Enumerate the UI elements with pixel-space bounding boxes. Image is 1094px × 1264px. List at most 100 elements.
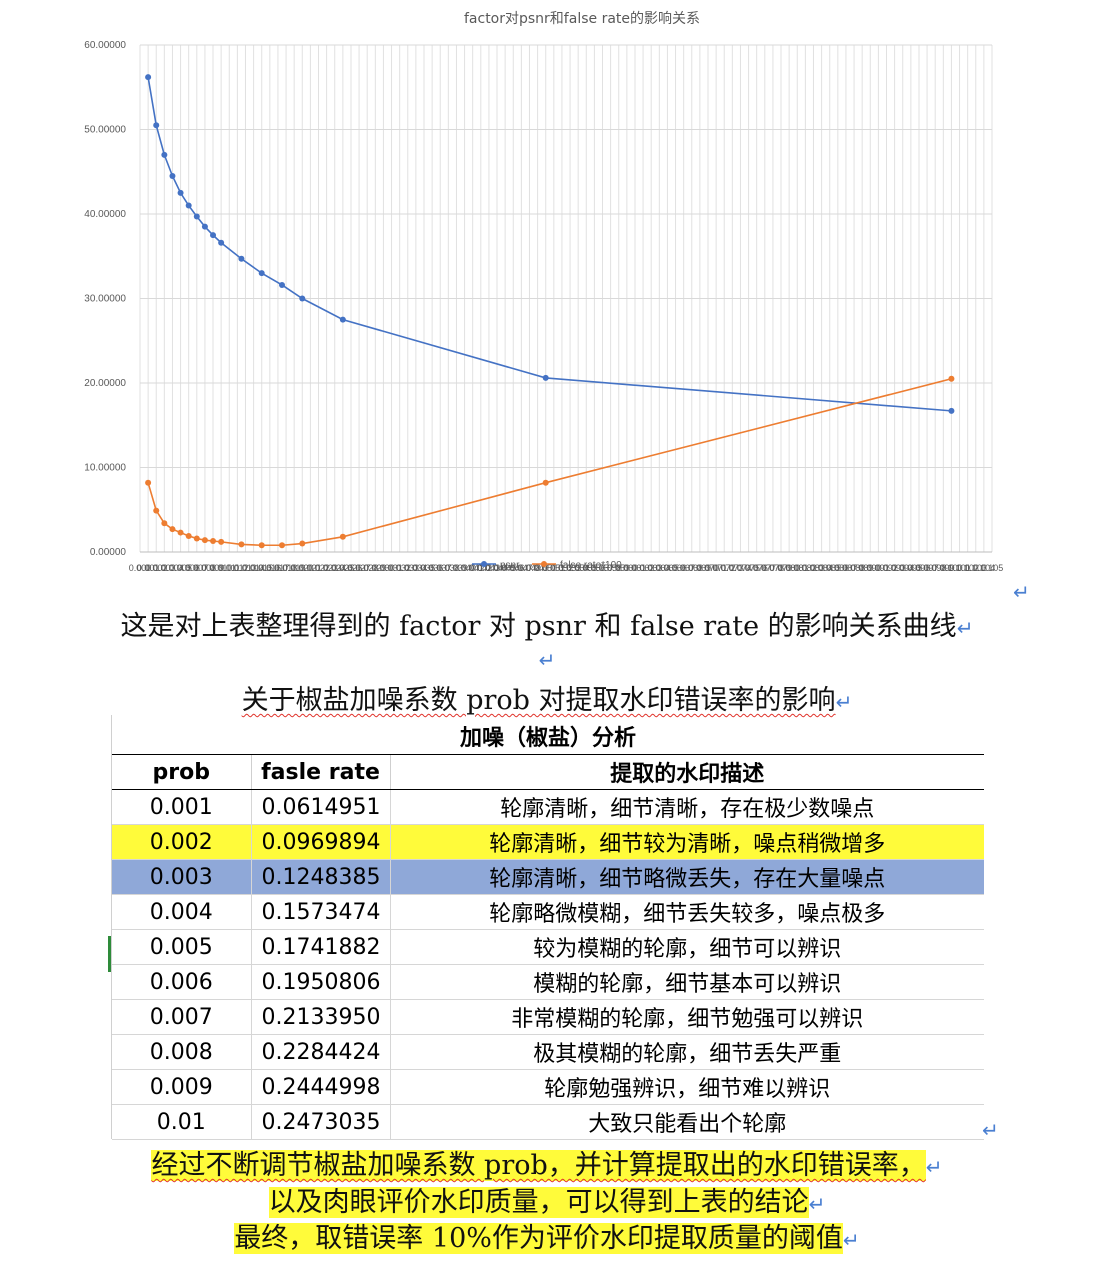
cell-rate: 0.1573474 — [251, 894, 391, 930]
cell-desc: 模糊的轮廓，细节基本可以辨识 — [390, 964, 984, 1000]
x-tick-label: 0.038 — [437, 563, 460, 573]
x-tick-label: 0.001 — [137, 563, 160, 573]
data-point — [258, 270, 265, 277]
x-tick-label: 0.019 — [283, 563, 306, 573]
x-tick-label: 0.060 — [616, 563, 639, 573]
data-point — [299, 540, 306, 547]
data-point — [210, 538, 217, 545]
x-tick-label: 0.098 — [924, 563, 947, 573]
x-tick-label: 0.069 — [689, 563, 712, 573]
cell-desc: 轮廓略微模糊，细节丢失较多，噪点极多 — [390, 894, 984, 930]
x-tick-label: 0.015 — [250, 563, 273, 573]
data-point — [201, 537, 208, 544]
data-point — [218, 538, 225, 545]
data-point — [218, 239, 225, 246]
y-tick-label: 40.00000 — [84, 209, 126, 220]
data-point — [201, 223, 208, 230]
x-tick-label: 0.076 — [745, 563, 768, 573]
table-row: 0.002 0.0969894 轮廓清晰，细节较为清晰，噪点稍微增多 — [112, 824, 984, 860]
data-point — [339, 533, 346, 540]
data-point — [169, 172, 176, 179]
x-tick-label: 0.091 — [867, 563, 890, 573]
x-tick-label: 0.050 — [534, 563, 557, 573]
data-point — [210, 232, 217, 239]
data-point — [948, 375, 955, 382]
table-heading-text: 关于椒盐加噪系数 prob 对提取水印错误率的影响 — [241, 685, 836, 716]
return-mark: ↵ — [538, 648, 556, 672]
cell-desc: 轮廓清晰，细节较为清晰，噪点稍微增多 — [390, 824, 984, 860]
x-tick-label: 0.065 — [656, 563, 679, 573]
cell-prob: 0.004 — [112, 894, 252, 930]
table-row: 0.01 0.2473035 大致只能看出个轮廓 — [112, 1104, 984, 1140]
return-mark: ↵ — [808, 1192, 826, 1216]
x-tick-label: 0.100 — [940, 563, 963, 573]
cell-desc: 轮廓勉强辨识，细节难以辨识 — [390, 1069, 984, 1105]
x-tick-label: 0.086 — [827, 563, 850, 573]
conclusion-line-1: 经过不断调节椒盐加噪系数 prob，并计算提取出的水印错误率，↵ — [0, 1143, 1094, 1182]
data-point — [339, 316, 346, 323]
x-tick-label: 0.055 — [575, 563, 598, 573]
cell-prob: 0.006 — [112, 964, 252, 1000]
x-tick-label: 0.039 — [445, 563, 468, 573]
x-tick-label: 0.080 — [778, 563, 801, 573]
data-point — [193, 213, 200, 220]
header-prob: prob — [112, 754, 252, 790]
y-tick-label: 10.00000 — [84, 463, 126, 474]
table-left-rule — [111, 715, 112, 1139]
x-tick-label: 0.017 — [267, 563, 290, 573]
table-row: 0.006 0.1950806 模糊的轮廓，细节基本可以辨识 — [112, 964, 984, 1000]
x-tick-label: 0.057 — [591, 563, 614, 573]
x-tick-label: 0.010 — [210, 563, 233, 573]
x-tick-label: 0.092 — [875, 563, 898, 573]
x-tick-label: 0.033 — [397, 563, 420, 573]
cell-rate: 0.1248385 — [251, 859, 391, 895]
series-line-1 — [147, 378, 952, 547]
data-point — [185, 202, 192, 209]
x-tick-label: 0.044 — [486, 563, 509, 573]
x-tick-label: 0.070 — [697, 563, 720, 573]
x-tick-label: 0.047 — [510, 563, 533, 573]
cell-rate: 0.2133950 — [251, 999, 391, 1035]
data-point — [177, 529, 184, 536]
cell-desc: 非常模糊的轮廓，细节勉强可以辨识 — [390, 999, 984, 1035]
x-tick-label: 0.013 — [234, 563, 257, 573]
conclusion-text-2: 以及肉眼评价水印质量，可以得到上表的结论 — [268, 1187, 809, 1218]
x-tick-label: 0.077 — [754, 563, 777, 573]
data-point — [153, 122, 160, 129]
data-point — [153, 507, 160, 514]
data-point — [299, 295, 306, 302]
blank-paragraph: ↵ — [0, 648, 1094, 672]
x-tick-label: 0.021 — [299, 563, 322, 573]
noise-analysis-table-wrap: 加噪（椒盐）分析 prob fasle rate 提取的水印描述 0.001 0.… — [112, 718, 984, 1140]
chart: 0.00000 10.00000 20.00000 30.00000 40.00000 5… — [0, 0, 1094, 585]
y-tick-label: 50.00000 — [84, 125, 126, 136]
data-point — [185, 532, 192, 539]
x-tick-label: 0.020 — [291, 563, 314, 573]
table-row: 0.008 0.2284424 极其模糊的轮廓，细节丢失严重 — [112, 1034, 984, 1070]
conclusion-line-3: 最终，取错误率 10%作为评价水印提取质量的阈值↵ — [0, 1216, 1094, 1255]
x-tick-label: 0.063 — [640, 563, 663, 573]
x-tick-label: 0.101 — [948, 563, 971, 573]
x-tick-label: 0.009 — [202, 563, 225, 573]
data-point — [238, 541, 245, 548]
x-tick-label: 0.006 — [177, 563, 200, 573]
x-tick-label: 0.011 — [218, 563, 240, 573]
y-tick-label: 30.00000 — [84, 294, 126, 305]
x-tick-label: 0.103 — [965, 563, 988, 573]
x-tick-label: 0.035 — [413, 563, 436, 573]
x-tick-label: 0.043 — [478, 563, 501, 573]
table-row: 0.007 0.2133950 非常模糊的轮廓，细节勉强可以辨识 — [112, 999, 984, 1035]
x-tick-label: 0.075 — [737, 563, 760, 573]
header-rate: fasle rate — [251, 754, 391, 790]
cell-desc: 大致只能看出个轮廓 — [390, 1104, 984, 1140]
data-point — [161, 520, 168, 527]
cell-desc: 轮廓清晰，细节略微丢失，存在大量噪点 — [390, 859, 984, 895]
x-tick-label: 0.045 — [494, 563, 517, 573]
table-row: 0.003 0.1248385 轮廓清晰，细节略微丢失，存在大量噪点 — [112, 859, 984, 895]
y-tick-label: 0.00000 — [90, 547, 127, 558]
noise-analysis-table: 加噪（椒盐）分析 prob fasle rate 提取的水印描述 0.001 0.… — [112, 718, 984, 1140]
series-line-0 — [147, 76, 952, 412]
conclusion-text-1: 经过不断调节椒盐加噪系数 prob，并计算提取出的水印错误率， — [151, 1150, 926, 1181]
x-tick-label: 0.071 — [705, 563, 728, 573]
data-point — [542, 374, 549, 381]
